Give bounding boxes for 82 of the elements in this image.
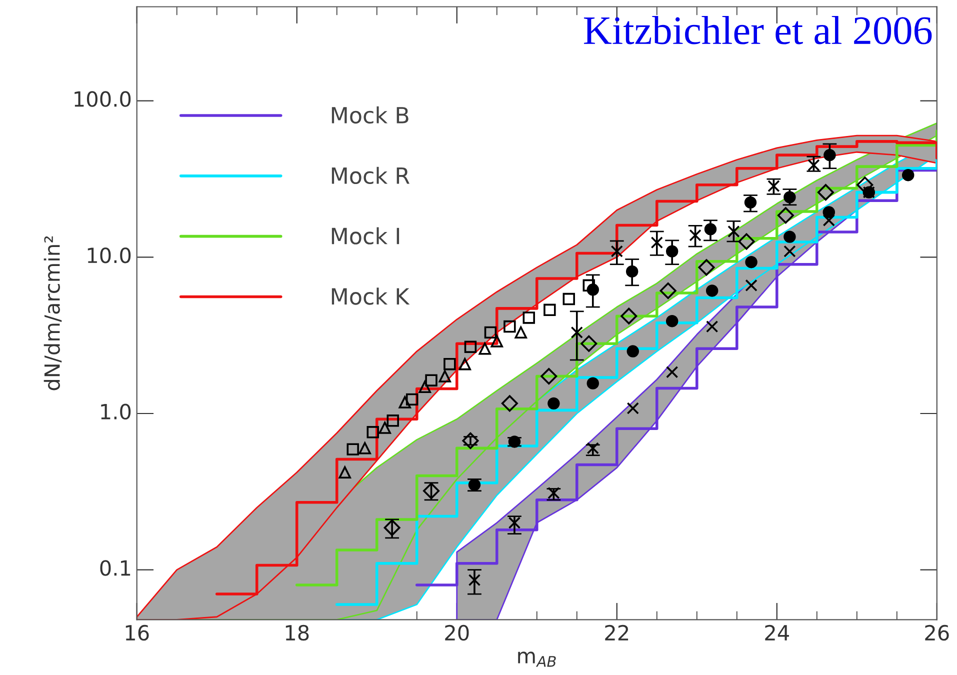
point	[822, 214, 836, 226]
point	[666, 245, 678, 258]
point	[666, 314, 678, 328]
point	[822, 206, 836, 218]
point	[464, 340, 477, 353]
point	[856, 176, 874, 194]
point	[902, 168, 914, 182]
x-tick-label: 18	[286, 624, 309, 641]
point	[728, 225, 740, 238]
point	[501, 395, 518, 412]
point	[582, 279, 595, 292]
point	[508, 516, 521, 529]
point	[378, 422, 391, 434]
point	[358, 442, 371, 454]
point	[522, 312, 535, 324]
point	[366, 426, 379, 438]
legend-label: Mock B	[332, 106, 408, 124]
point	[650, 236, 663, 249]
point	[824, 148, 836, 162]
point	[610, 245, 623, 258]
point	[698, 259, 715, 276]
point	[817, 184, 834, 201]
point	[626, 265, 638, 278]
point	[570, 326, 583, 339]
point	[462, 432, 479, 449]
point	[346, 443, 359, 456]
point	[738, 233, 755, 250]
point	[626, 402, 639, 414]
point	[784, 230, 796, 243]
legend-label: Mock R	[332, 166, 410, 184]
point	[458, 358, 471, 370]
point	[418, 380, 431, 393]
point	[666, 366, 678, 378]
point	[744, 196, 757, 209]
x-tick-label: 20	[445, 624, 469, 641]
point	[626, 345, 639, 358]
point	[808, 159, 820, 172]
point	[745, 256, 758, 268]
point	[398, 396, 411, 408]
y-tick-label: 0.1	[100, 560, 130, 576]
y-tick-label: 100.0	[74, 91, 131, 107]
y-axis-title: dN/dm/arcmin²	[44, 236, 62, 390]
point	[468, 574, 481, 586]
point	[562, 292, 575, 306]
point	[768, 180, 780, 192]
point	[338, 466, 351, 479]
point	[438, 370, 451, 382]
point	[706, 284, 718, 297]
point	[745, 279, 758, 292]
x-tick-label: 26	[925, 624, 949, 641]
point	[544, 304, 556, 316]
point	[660, 282, 676, 300]
point	[784, 191, 796, 204]
point	[580, 335, 598, 352]
point	[444, 358, 456, 370]
point	[490, 335, 503, 348]
x-tick-label: 16	[126, 624, 149, 641]
x-axis-title: m$_{AB}$	[518, 652, 556, 667]
point	[406, 393, 418, 406]
point	[620, 308, 638, 324]
legend-label: Mock I	[332, 227, 400, 244]
point	[514, 326, 527, 339]
point	[386, 414, 399, 427]
annotation: Kitzbichler et al 2006	[584, 16, 932, 44]
y-tick-label: 10.0	[88, 247, 131, 264]
point	[586, 377, 599, 390]
x-tick-label: 22	[605, 624, 628, 640]
x-tick-label: 24	[765, 624, 789, 640]
point	[384, 519, 400, 536]
point	[784, 245, 796, 258]
point	[540, 368, 558, 385]
point	[706, 320, 718, 333]
point	[586, 284, 599, 296]
y-tick-label: 1.0	[101, 404, 131, 420]
point	[548, 397, 560, 410]
point	[777, 207, 794, 224]
point	[484, 326, 497, 339]
point	[704, 223, 717, 236]
point	[504, 320, 516, 333]
legend-label: Mock K	[332, 288, 410, 305]
point	[425, 374, 438, 386]
point	[478, 342, 491, 355]
